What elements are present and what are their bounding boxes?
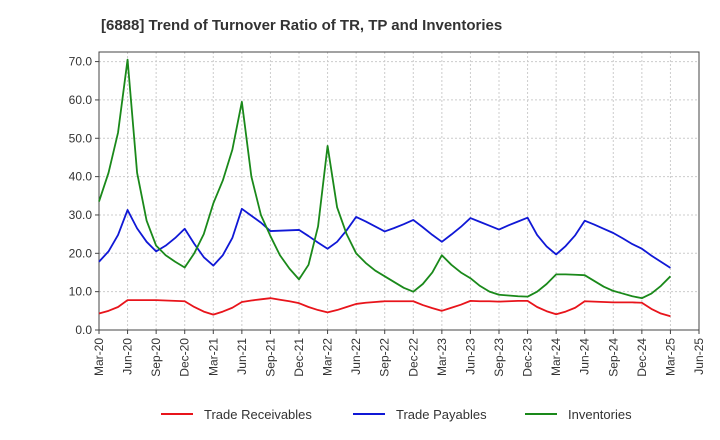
- y-tick-label: 60.0: [69, 93, 93, 107]
- x-tick-label: Mar-22: [321, 338, 335, 376]
- x-tick-label: Jun-20: [121, 338, 135, 375]
- y-tick-label: 40.0: [69, 170, 93, 184]
- x-axis: Mar-20 Jun-20 Sep-20 Dec-20 Mar-21 Jun-21 Sep-…: [92, 330, 706, 377]
- y-tick-label: 10.0: [69, 285, 93, 299]
- x-tick-label: Mar-23: [435, 338, 449, 376]
- y-tick-label: 30.0: [69, 208, 93, 222]
- x-tick-label: Mar-20: [92, 338, 106, 376]
- series-layer: [98, 58, 672, 318]
- y-tick-label: 20.0: [69, 246, 93, 260]
- y-axis: 0.0 10.0 20.0 30.0 40.0 50.0 60.0 70.0: [69, 55, 99, 337]
- grid-layer: [98, 52, 700, 331]
- y-tick-label: 50.0: [69, 131, 93, 145]
- series-line-1: [98, 297, 671, 318]
- plot-frame: [98, 51, 700, 331]
- x-tick-label: Sep-24: [606, 338, 620, 377]
- y-tick-label: 70.0: [69, 55, 93, 69]
- series-line-2: [98, 207, 671, 269]
- x-tick-label: Mar-24: [549, 338, 563, 376]
- x-tick-label: Dec-21: [292, 338, 306, 377]
- series-line-3: [98, 58, 672, 300]
- x-tick-label: Jun-22: [349, 338, 363, 375]
- y-tick-label: 0.0: [75, 323, 92, 337]
- legend-label: Inventories: [568, 407, 632, 422]
- x-tick-label: Jun-25: [692, 338, 706, 375]
- x-tick-label: Dec-24: [635, 338, 649, 377]
- x-tick-label: Mar-21: [206, 338, 220, 376]
- x-tick-label: Jun-23: [463, 338, 477, 375]
- chart-title: [6888] Trend of Turnover Ratio of TR, TP…: [101, 17, 502, 34]
- x-tick-label: Dec-20: [178, 338, 192, 377]
- x-tick-label: Mar-25: [663, 338, 677, 376]
- x-tick-label: Dec-22: [406, 338, 420, 377]
- x-tick-label: Jun-21: [235, 338, 249, 375]
- x-tick-label: Sep-23: [492, 338, 506, 377]
- x-tick-label: Dec-23: [521, 338, 535, 377]
- legend: Trade Receivables Trade Payables Inventori…: [161, 407, 632, 422]
- x-tick-label: Jun-24: [578, 338, 592, 375]
- legend-label: Trade Receivables: [204, 407, 312, 422]
- x-tick-label: Sep-20: [149, 338, 163, 377]
- legend-label: Trade Payables: [396, 407, 487, 422]
- x-tick-label: Sep-21: [263, 338, 277, 377]
- x-tick-label: Sep-22: [378, 338, 392, 377]
